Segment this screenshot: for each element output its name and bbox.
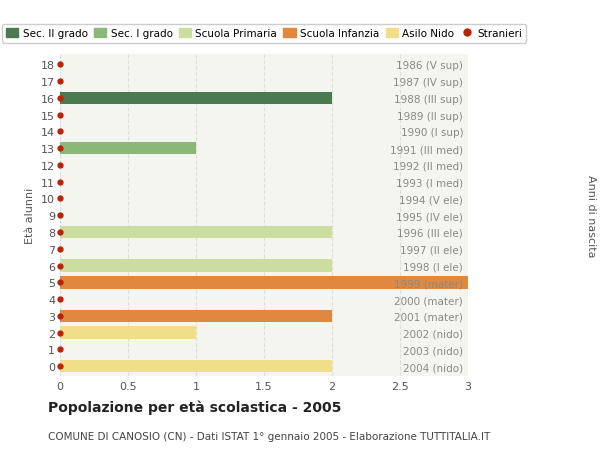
Bar bbox=[60, 92, 332, 105]
Bar bbox=[60, 310, 332, 322]
Bar bbox=[60, 360, 332, 373]
Bar bbox=[60, 327, 196, 339]
Text: COMUNE DI CANOSIO (CN) - Dati ISTAT 1° gennaio 2005 - Elaborazione TUTTITALIA.IT: COMUNE DI CANOSIO (CN) - Dati ISTAT 1° g… bbox=[48, 431, 490, 442]
Bar bbox=[60, 142, 196, 155]
Text: Anni di nascita: Anni di nascita bbox=[586, 174, 596, 257]
Legend: Sec. II grado, Sec. I grado, Scuola Primaria, Scuola Infanzia, Asilo Nido, Stran: Sec. II grado, Sec. I grado, Scuola Prim… bbox=[2, 25, 526, 44]
Bar bbox=[60, 276, 468, 289]
Bar bbox=[60, 226, 332, 239]
Text: Popolazione per età scolastica - 2005: Popolazione per età scolastica - 2005 bbox=[48, 399, 341, 414]
Y-axis label: Età alunni: Età alunni bbox=[25, 188, 35, 244]
Bar bbox=[60, 260, 332, 272]
